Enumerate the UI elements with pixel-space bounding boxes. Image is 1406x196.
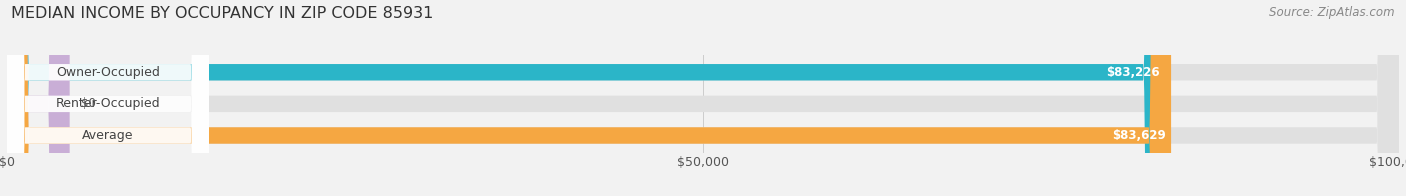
FancyBboxPatch shape: [7, 0, 1166, 196]
FancyBboxPatch shape: [7, 0, 209, 196]
FancyBboxPatch shape: [7, 0, 1399, 196]
FancyBboxPatch shape: [7, 0, 209, 196]
Text: $0: $0: [80, 97, 96, 110]
Text: $83,629: $83,629: [1112, 129, 1166, 142]
Text: $83,226: $83,226: [1107, 66, 1160, 79]
Text: Average: Average: [82, 129, 134, 142]
FancyBboxPatch shape: [7, 0, 209, 196]
FancyBboxPatch shape: [7, 0, 70, 196]
Text: MEDIAN INCOME BY OCCUPANCY IN ZIP CODE 85931: MEDIAN INCOME BY OCCUPANCY IN ZIP CODE 8…: [11, 6, 433, 21]
FancyBboxPatch shape: [7, 0, 1171, 196]
Text: Renter-Occupied: Renter-Occupied: [56, 97, 160, 110]
Text: Owner-Occupied: Owner-Occupied: [56, 66, 160, 79]
Text: Source: ZipAtlas.com: Source: ZipAtlas.com: [1270, 6, 1395, 19]
FancyBboxPatch shape: [7, 0, 1399, 196]
FancyBboxPatch shape: [7, 0, 1399, 196]
